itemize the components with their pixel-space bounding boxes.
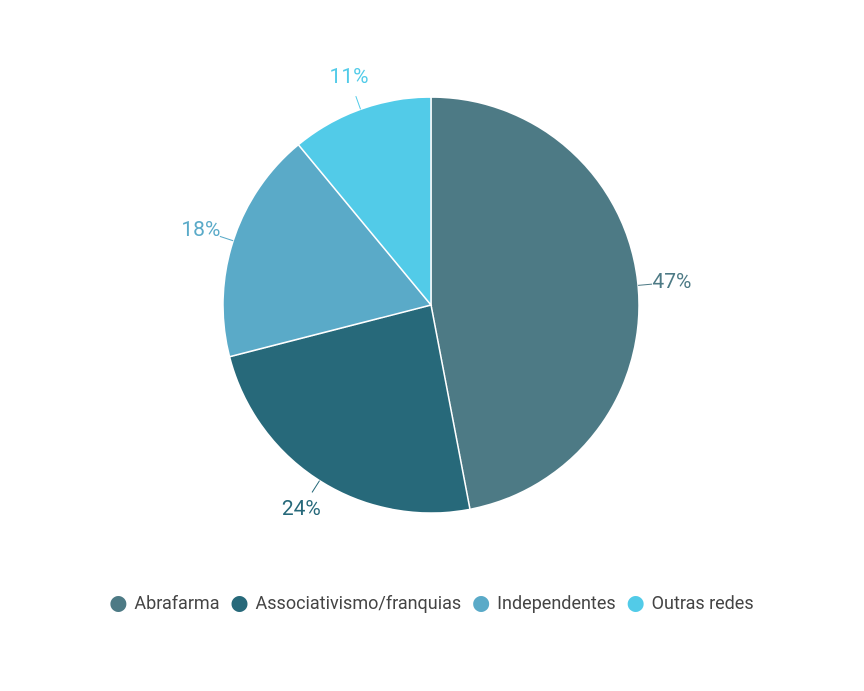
legend-label: Abrafarma — [134, 593, 219, 614]
legend-label: Associativismo/franquias — [256, 593, 462, 614]
data-label: 47% — [652, 270, 691, 294]
legend-marker — [627, 596, 644, 612]
leader-line — [219, 235, 234, 242]
legend-marker — [473, 596, 490, 612]
data-label: 18% — [181, 218, 220, 242]
legend-marker — [110, 596, 127, 612]
leader-line — [355, 95, 362, 110]
legend-label: Independentes — [497, 593, 616, 614]
legend-marker — [231, 596, 248, 612]
leader-line — [638, 283, 653, 286]
leader-line — [311, 480, 320, 493]
pie-slice — [228, 304, 471, 514]
pie-slice — [222, 143, 433, 358]
data-label: 24% — [282, 497, 321, 521]
legend: Abrafarma Associativismo/franquias Indepen… — [110, 593, 754, 614]
data-label: 11% — [330, 65, 369, 89]
legend-label: Outras redes — [652, 593, 754, 614]
